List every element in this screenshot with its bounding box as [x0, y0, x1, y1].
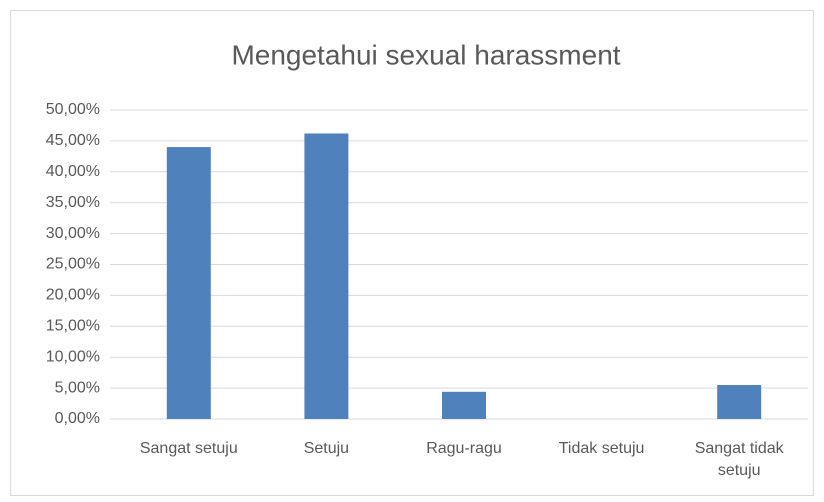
y-tick-label: 20,00% — [46, 287, 100, 304]
y-tick-label: 0,00% — [55, 410, 100, 427]
bar — [442, 391, 486, 419]
y-tick-label: 15,00% — [46, 318, 100, 335]
bar — [166, 147, 211, 419]
y-tick-label: 50,00% — [46, 101, 100, 118]
y-tick-label: 40,00% — [46, 163, 100, 180]
x-tick-label: Sangat setuju — [139, 440, 238, 457]
y-tick-label: 5,00% — [55, 379, 100, 396]
chart-border — [10, 10, 814, 496]
y-tick-label: 10,00% — [46, 348, 100, 365]
y-tick-label: 30,00% — [46, 225, 100, 242]
x-tick-label: Sangat tidak setuju — [694, 440, 784, 479]
y-tick-label: 45,00% — [46, 132, 100, 149]
chart-title: Mengetahui sexual harassment — [231, 39, 620, 70]
x-tick-label: Tidak setuju — [558, 440, 645, 457]
x-tick-label: Setuju — [303, 440, 350, 457]
bar — [304, 133, 349, 419]
y-tick-label: 35,00% — [46, 194, 100, 211]
bar — [717, 385, 762, 419]
y-tick-label: 25,00% — [46, 256, 100, 273]
x-tick-label: Ragu-ragu — [426, 440, 502, 457]
